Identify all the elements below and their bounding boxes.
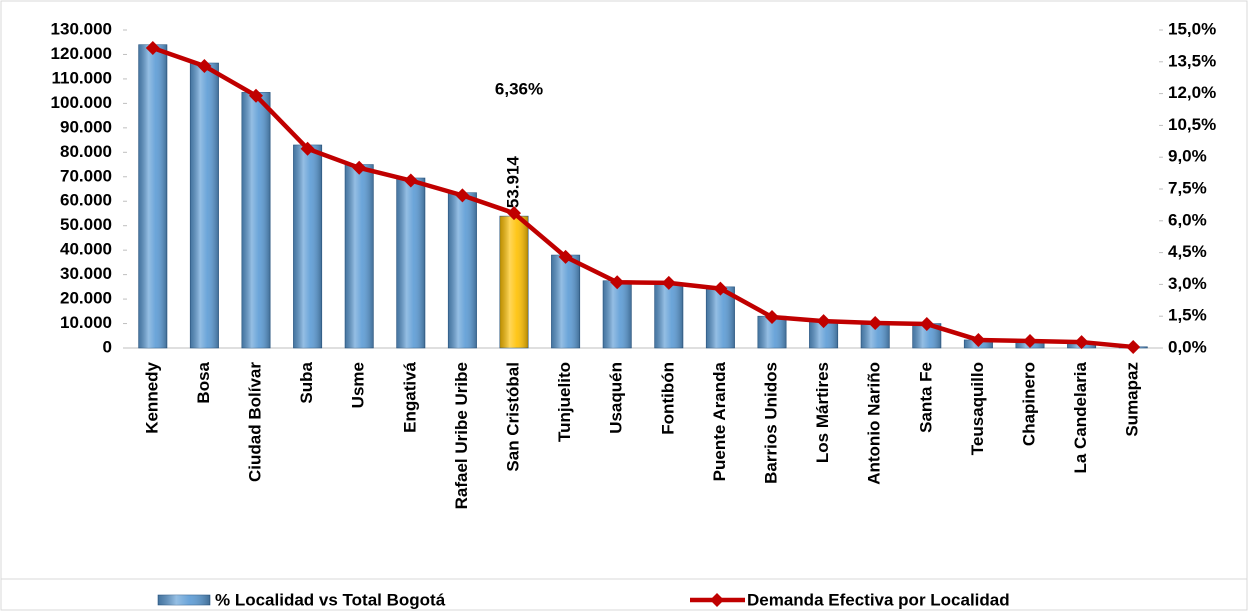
y2-tick-label: 7,5% — [1168, 178, 1207, 197]
line-marker — [558, 249, 573, 264]
x-tick-label: Barrios Unidos — [761, 362, 780, 484]
y2-tick-label: 15,0% — [1168, 19, 1216, 38]
x-tick-label: Sumapaz — [1123, 362, 1142, 437]
y-tick-label: 100.000 — [51, 93, 112, 112]
line — [152, 45, 1134, 350]
line-marker — [868, 315, 883, 330]
y-tick-label: 30.000 — [60, 264, 112, 283]
line-marker — [455, 188, 470, 203]
line-marker — [765, 310, 779, 325]
x-tick-label: Bosa — [194, 361, 213, 403]
bar-shade — [499, 216, 529, 348]
y-tick-label: 130.000 — [51, 19, 112, 38]
line-marker — [352, 160, 367, 175]
bar-shade — [654, 283, 683, 348]
x-tick-label: Teusaquillo — [968, 362, 987, 455]
line-marker — [249, 88, 263, 103]
y2-tick-label: 4,5% — [1168, 242, 1207, 261]
x-tick-label: Ciudad Bolívar — [245, 362, 264, 482]
x-tick-label: San Cristóbal — [503, 362, 522, 472]
data-label: 53.914 — [503, 156, 522, 209]
line-marker — [145, 41, 160, 56]
bar-shade — [345, 164, 374, 348]
line-marker — [1023, 334, 1037, 349]
y-tick-label: 110.000 — [51, 68, 112, 87]
x-tick-label: Fontibón — [658, 362, 677, 435]
y-tick-label: 10.000 — [60, 313, 112, 332]
y-tick-label: 0 — [103, 337, 112, 356]
y2-tick-label: 1,5% — [1168, 306, 1207, 325]
x-tick-label: Antonio Nariño — [865, 362, 884, 485]
bar-shade — [138, 44, 167, 349]
bar-shade — [190, 63, 219, 349]
y2-tick-label: 3,0% — [1168, 274, 1207, 293]
legend-swatch-shade — [158, 595, 210, 605]
line-marker — [919, 317, 934, 332]
data-label: 6,36% — [495, 79, 543, 98]
y-tick-label: 20.000 — [60, 289, 112, 308]
x-tick-label: Kennedy — [142, 361, 161, 433]
legend-label: % Localidad vs Total Bogotá — [215, 590, 446, 609]
line-marker — [403, 173, 418, 188]
x-tick-label: Usaquén — [607, 362, 626, 434]
bar-shade — [603, 280, 632, 348]
bar-shade — [551, 255, 580, 348]
y2-tick-label: 6,0% — [1168, 210, 1207, 229]
y2-tick-label: 9,0% — [1168, 147, 1207, 166]
x-tick-label: Usme — [349, 362, 368, 408]
x-tick-label: Puente Aranda — [710, 361, 729, 481]
line-marker — [713, 281, 728, 296]
y-tick-label: 50.000 — [60, 215, 112, 234]
y2-tick-label: 0,0% — [1168, 337, 1207, 356]
y-tick-label: 60.000 — [60, 191, 112, 210]
line-marker — [507, 206, 521, 221]
line-marker — [816, 314, 831, 329]
y-tick-label: 90.000 — [60, 117, 112, 136]
bar-shade — [396, 177, 425, 348]
line-marker — [971, 332, 986, 347]
bar-shade — [293, 144, 322, 348]
x-tick-label: Rafael Uribe Uribe — [452, 362, 471, 509]
y-tick-label: 70.000 — [60, 166, 112, 185]
y-tick-label: 120.000 — [51, 44, 112, 63]
y-tick-label: 40.000 — [60, 240, 112, 259]
x-tick-label: Engativá — [400, 361, 419, 432]
bar-shade — [241, 92, 271, 348]
legend-marker — [710, 593, 724, 607]
line-marker — [1074, 335, 1089, 350]
y2-tick-label: 10,5% — [1168, 115, 1216, 134]
bar-shade — [706, 286, 735, 348]
line-marker — [610, 275, 625, 290]
x-tick-label: Tunjuelito — [555, 362, 574, 442]
y2-tick-label: 13,5% — [1168, 51, 1216, 70]
y2-tick-label: 12,0% — [1168, 83, 1216, 102]
line-marker — [661, 275, 676, 290]
legend-label: Demanda Efectiva por Localidad — [747, 590, 1010, 609]
x-tick-label: La Candelaria — [1071, 361, 1090, 473]
line-marker — [1126, 339, 1141, 354]
line-marker — [197, 59, 212, 74]
y-tick-label: 80.000 — [60, 142, 112, 161]
x-tick-label: Suba — [297, 361, 316, 403]
x-tick-label: Los Mártires — [813, 362, 832, 463]
legend-frame — [0, 578, 1248, 611]
bar-shade — [448, 192, 477, 348]
x-tick-label: Santa Fe — [916, 362, 935, 433]
x-tick-label: Chapinero — [1019, 362, 1038, 446]
line-marker — [300, 141, 315, 156]
